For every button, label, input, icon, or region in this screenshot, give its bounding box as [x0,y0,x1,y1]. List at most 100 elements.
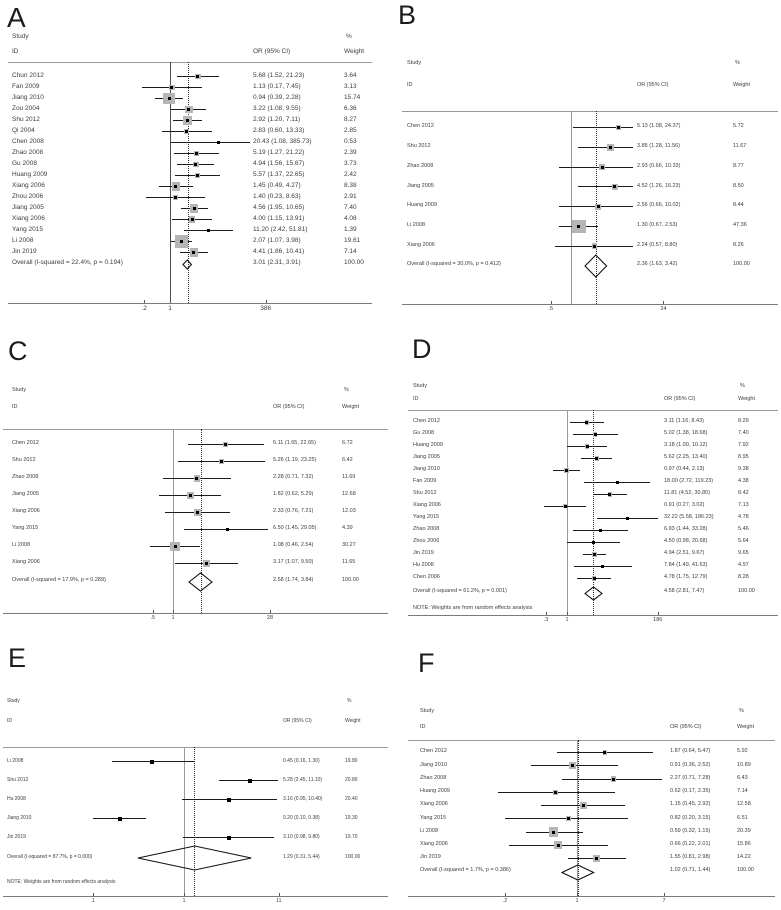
study-label: Shu 2012 [407,143,431,150]
header-rule [408,740,775,741]
or-value: 2.83 (0.60, 13.33) [253,126,305,134]
effect-point [205,562,209,565]
weight-value: 4.38 [738,478,749,485]
axis-tick-label: 1 [168,305,172,312]
weight-value: 7.40 [344,203,357,211]
overall-weight-value: 100.00 [738,588,755,595]
or-value: 2.56 (0.66, 10.02) [637,202,681,209]
effect-point [195,477,199,480]
effect-point [577,225,581,228]
weight-value: 19.80 [345,757,358,764]
overall-weight-value: 100.00 [344,258,364,266]
column-header-id: ID [12,48,19,55]
axis-tick [173,610,174,613]
column-header-weight: Weight [737,724,755,730]
or-value: 3.18 (1.00, 10.12) [664,442,708,449]
column-header-or-ci: OR (95% CI) [670,724,702,730]
effect-point [585,421,589,424]
weights-note: NOTE: Weights are from random effects an… [7,879,116,885]
effect-point [612,777,616,781]
overall-diamond [560,863,595,881]
weight-value: 8.77 [733,162,744,169]
axis-tick-label: 1 [171,615,175,621]
weight-value: 0.53 [344,137,357,145]
panel-letter: A [7,2,26,33]
or-value: 5.57 (1.37, 22.65) [253,170,305,178]
or-value: 2.07 (1.07, 3.98) [253,236,301,244]
effect-point [625,517,629,520]
ci-line [577,186,633,188]
null-effect-line [577,740,578,896]
weight-value: 12.68 [342,491,356,498]
study-label: Xiang 2006 [12,508,40,515]
column-header-percent: % [740,383,745,389]
weight-value: 8.29 [738,418,749,425]
axis-tick [144,300,146,303]
axis-tick [152,610,154,613]
or-value: 0.82 (0.20, 3.15) [670,814,711,821]
weight-value: 8.95 [738,454,749,461]
axis-line [3,896,388,897]
forest-panel-d: D Study ID OR (95% CI)% Weight Chen 2012 3.11 … [390,330,781,640]
study-label: Yang 2015 [413,514,440,521]
effect-point [194,163,198,166]
overall-diamond-shape [584,585,603,601]
or-value: 1.40 (0.23, 8.63) [253,192,301,200]
study-label: Gu 2008 [413,430,435,437]
weight-value: 8.44 [733,202,744,209]
study-label: Jin 2019 [420,854,441,861]
weight-value: 3.13 [344,82,357,90]
header-rule [408,410,778,411]
effect-point [192,251,196,254]
or-value: 0.66 (0.22, 2.01) [670,841,711,847]
or-value: 1.15 (0.45, 2.92) [670,801,711,808]
null-effect-line [173,429,174,613]
overall-label: Overall (I-squared = 1.7%, p = 0.386) [420,867,511,874]
or-value: 11.81 (4.52, 30.80) [664,490,711,497]
study-label: Huang 2009 [413,442,443,449]
study-label: Jin 2019 [413,550,434,557]
null-effect-line [567,410,568,615]
effect-point [593,433,597,436]
axis-tick [265,300,267,303]
forest-panel-f: F Study ID OR (95% CI)% Weight Chen 2012 1.87 … [390,640,781,910]
effect-point [592,244,596,248]
column-header-percent: % [346,33,352,40]
ci-line [183,529,268,530]
overall-diamond [188,572,214,592]
study-label: Xiang 2006 [413,502,441,509]
column-header-study: Study [7,698,20,704]
weight-value: 7.14 [737,788,748,794]
study-label: Xiang 2006 [420,841,448,847]
effect-point [595,857,599,860]
or-value: 0.97 (0.44, 2.13) [664,466,705,473]
or-value: 4.94 (1.56, 15.67) [253,159,305,167]
study-label: Chun 2012 [12,71,44,79]
or-value: 2.92 (1.20, 7.11) [253,115,301,123]
ci-line [558,166,633,168]
null-effect-line [571,111,572,304]
column-header-id: ID [420,724,426,730]
overall-or-value: 2.58 (1.74, 3.84) [273,577,314,584]
study-label: Jiang 2010 [420,761,447,768]
axis-tick [278,893,280,896]
weight-value: 5.72 [733,123,744,130]
effect-point [118,816,123,821]
weight-value: 20.40 [345,795,358,802]
effect-point [190,218,194,221]
effect-point [600,165,604,169]
effect-point [556,843,560,847]
weight-value: 4.08 [344,214,357,222]
weight-value: 15.86 [737,841,751,847]
weight-value: 3.73 [344,159,357,167]
panel-letter: C [8,336,28,366]
axis-tick [505,893,506,896]
or-value: 5.28 (2.45, 11.10) [283,776,323,783]
axis-tick-label: 386 [260,305,272,312]
or-value: 4.50 (0.98, 20.68) [664,538,708,545]
overall-diamond [182,258,193,270]
study-label: Chen 2012 [407,123,434,130]
or-value: 4.94 (2.51, 9.67) [664,550,705,557]
weight-value: 20.39 [737,827,751,834]
weight-value: 11.69 [342,474,356,481]
